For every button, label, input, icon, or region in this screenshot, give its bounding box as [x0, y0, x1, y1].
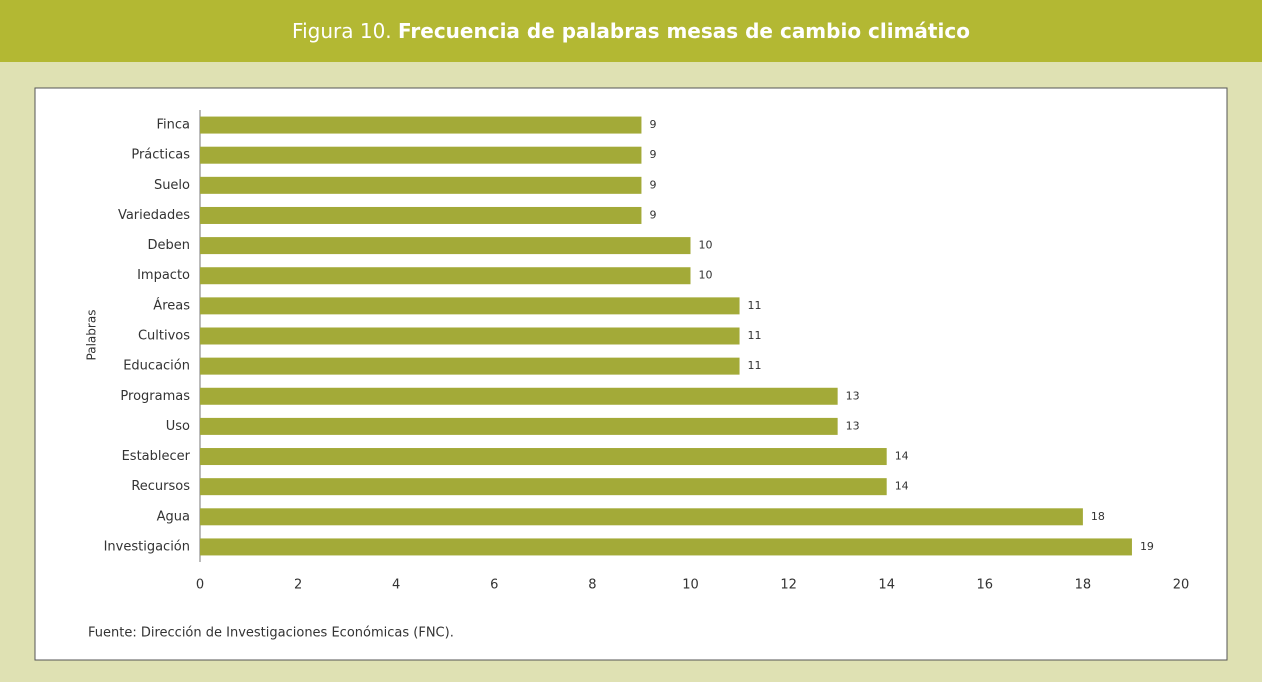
y-tick-label: Establecer	[122, 449, 191, 464]
bar	[200, 417, 838, 435]
bar	[200, 297, 740, 315]
x-tick-label: 6	[490, 578, 498, 593]
x-tick-label: 18	[1075, 578, 1092, 593]
x-tick-label: 14	[878, 578, 895, 593]
y-tick-label: Educación	[123, 359, 190, 374]
value-label: 9	[649, 148, 656, 161]
bar	[200, 448, 887, 466]
value-label: 19	[1140, 540, 1154, 553]
y-axis-label: Palabras	[85, 310, 99, 361]
source-note: Fuente: Dirección de Investigaciones Eco…	[88, 626, 454, 641]
value-label: 10	[699, 269, 713, 282]
y-tick-label: Suelo	[154, 178, 190, 193]
x-tick-label: 12	[780, 578, 797, 593]
bar	[200, 146, 642, 164]
value-label: 13	[846, 389, 860, 402]
value-label: 18	[1091, 510, 1105, 523]
bar	[200, 508, 1083, 526]
chart-title-group: Figura 10. Frecuencia de palabras mesas …	[292, 19, 970, 43]
x-tick-label: 8	[588, 578, 596, 593]
y-tick-label: Variedades	[118, 208, 190, 223]
bar	[200, 176, 642, 194]
value-label: 11	[748, 359, 762, 372]
y-tick-label: Investigación	[104, 539, 190, 554]
bar	[200, 387, 838, 405]
header	[0, 0, 1262, 62]
y-tick-label: Áreas	[153, 297, 190, 313]
value-label: 9	[649, 178, 656, 191]
x-tick-label: 0	[196, 578, 204, 593]
bar	[200, 237, 691, 255]
y-tick-label: Uso	[166, 419, 190, 434]
value-label: 11	[748, 329, 762, 342]
value-label: 11	[748, 299, 762, 312]
bar	[200, 116, 642, 134]
x-tick-label: 2	[294, 578, 302, 593]
y-tick-label: Cultivos	[138, 329, 190, 344]
chart-title: Frecuencia de palabras mesas de cambio c…	[398, 19, 970, 43]
bar	[200, 357, 740, 375]
x-tick-label: 4	[392, 578, 400, 593]
y-tick-label: Impacto	[137, 268, 190, 283]
bar	[200, 267, 691, 285]
y-tick-label: Programas	[120, 389, 190, 404]
value-label: 14	[895, 480, 909, 493]
value-label: 10	[699, 239, 713, 252]
y-tick-label: Agua	[157, 509, 190, 524]
bar	[200, 538, 1132, 556]
y-tick-label: Deben	[148, 238, 191, 253]
x-tick-label: 16	[977, 578, 994, 593]
value-label: 9	[649, 208, 656, 221]
y-tick-label: Recursos	[131, 479, 190, 494]
value-label: 14	[895, 450, 909, 463]
value-label: 9	[649, 118, 656, 131]
x-tick-label: 20	[1173, 578, 1190, 593]
value-label: 13	[846, 419, 860, 432]
bar	[200, 478, 887, 496]
y-tick-label: Finca	[157, 118, 191, 133]
bar	[200, 206, 642, 224]
figure-label: Figura 10.	[292, 19, 392, 43]
bar	[200, 327, 740, 345]
x-tick-label: 10	[682, 578, 699, 593]
y-tick-label: Prácticas	[131, 148, 190, 163]
